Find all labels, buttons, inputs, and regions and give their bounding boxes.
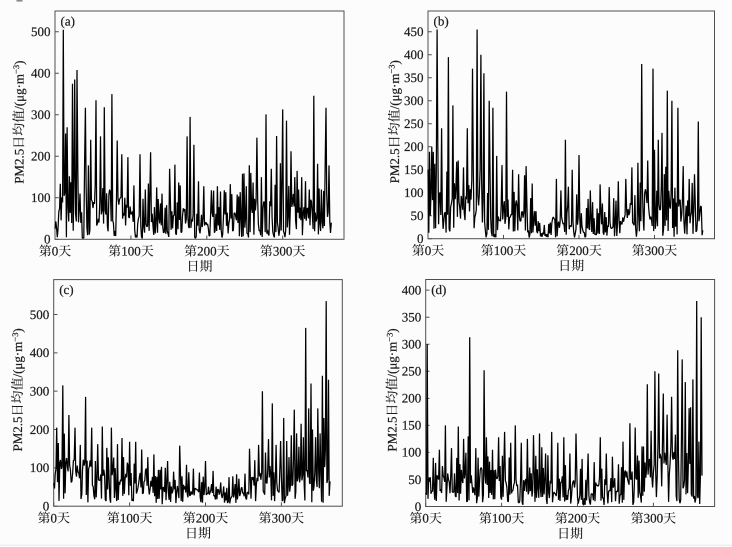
svg-text:250: 250 <box>402 364 422 379</box>
svg-text:300: 300 <box>644 511 664 526</box>
svg-text:50: 50 <box>408 472 421 487</box>
svg-text:/(μg·m: /(μg·m <box>387 74 402 110</box>
svg-text:500: 500 <box>31 24 51 39</box>
svg-text:300: 300 <box>30 383 50 398</box>
svg-text:200: 200 <box>402 391 422 406</box>
svg-text:100: 100 <box>404 185 424 200</box>
svg-text:200: 200 <box>569 243 589 258</box>
svg-text:400: 400 <box>404 47 424 62</box>
svg-text:(a): (a) <box>61 13 75 28</box>
svg-text:(b): (b) <box>434 13 449 28</box>
svg-text:200: 200 <box>31 149 51 164</box>
svg-text:350: 350 <box>402 310 422 325</box>
svg-text:300: 300 <box>402 337 422 352</box>
svg-text:): ) <box>385 328 400 332</box>
svg-text:150: 150 <box>402 418 422 433</box>
svg-text:300: 300 <box>31 107 51 122</box>
svg-text:0: 0 <box>43 499 50 514</box>
svg-text:300: 300 <box>645 243 665 258</box>
svg-text:−3: −3 <box>384 333 394 342</box>
svg-text:): ) <box>11 61 26 65</box>
svg-text:0: 0 <box>51 510 58 525</box>
svg-text:100: 100 <box>402 445 422 460</box>
svg-text:450: 450 <box>404 24 424 39</box>
svg-text:/(μg·m: /(μg·m <box>11 74 26 110</box>
svg-text:0: 0 <box>417 231 424 246</box>
svg-text:300: 300 <box>404 93 424 108</box>
svg-text:0: 0 <box>425 243 432 258</box>
svg-text:0: 0 <box>44 232 51 247</box>
svg-text:200: 200 <box>196 510 216 525</box>
svg-text:200: 200 <box>197 244 217 259</box>
svg-text:100: 100 <box>31 190 51 205</box>
svg-text:PM2.5: PM2.5 <box>387 148 402 183</box>
svg-text:−3: −3 <box>11 65 21 74</box>
svg-text:PM2.5: PM2.5 <box>10 416 25 451</box>
svg-text:): ) <box>10 328 25 332</box>
svg-text:0: 0 <box>422 511 429 526</box>
svg-text:0: 0 <box>415 499 422 514</box>
svg-text:350: 350 <box>404 70 424 85</box>
svg-text:250: 250 <box>404 116 424 131</box>
svg-text:100: 100 <box>492 511 512 526</box>
svg-text:0: 0 <box>52 244 59 259</box>
svg-text:): ) <box>387 60 402 64</box>
svg-text:−3: −3 <box>10 333 20 342</box>
svg-text:100: 100 <box>494 243 514 258</box>
svg-text:(c): (c) <box>59 282 73 297</box>
svg-text:200: 200 <box>568 511 588 526</box>
svg-text:500: 500 <box>30 307 50 322</box>
svg-text:100: 100 <box>121 244 141 259</box>
svg-text:(d): (d) <box>431 282 446 297</box>
svg-text:400: 400 <box>402 282 422 297</box>
svg-text:150: 150 <box>404 162 424 177</box>
svg-text:100: 100 <box>30 460 50 475</box>
svg-text:−3: −3 <box>387 64 397 73</box>
svg-text:300: 300 <box>272 510 292 525</box>
svg-text:PM2.5: PM2.5 <box>11 149 26 184</box>
svg-text:200: 200 <box>30 422 50 437</box>
svg-text:400: 400 <box>31 66 51 81</box>
svg-text:50: 50 <box>411 208 424 223</box>
svg-text:200: 200 <box>404 139 424 154</box>
svg-text:PM2.5: PM2.5 <box>385 417 400 452</box>
svg-text:300: 300 <box>273 244 293 259</box>
svg-text:400: 400 <box>30 345 50 360</box>
svg-text:/(μg·m: /(μg·m <box>385 342 400 378</box>
svg-text:100: 100 <box>120 510 139 525</box>
svg-text:/(μg·m: /(μg·m <box>10 342 25 378</box>
